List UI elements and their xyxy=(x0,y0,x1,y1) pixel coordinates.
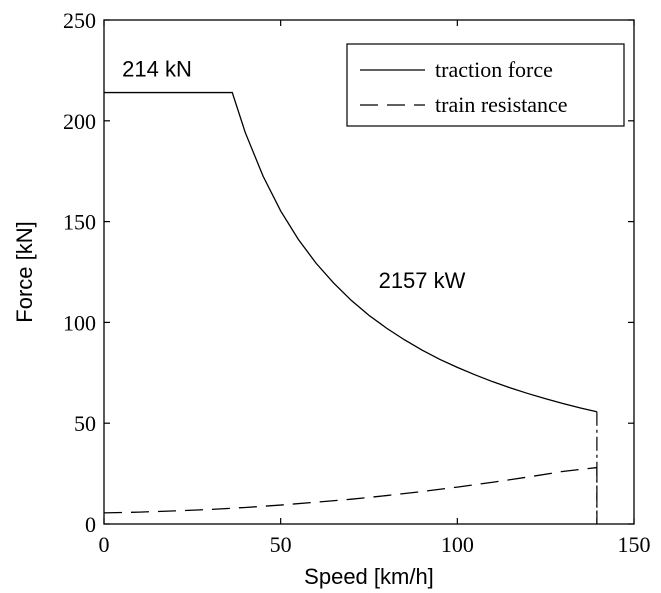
legend-entry-traction-force: traction force xyxy=(435,57,553,82)
x-tick-label: 150 xyxy=(618,532,651,557)
annotation-label: 214 kN xyxy=(122,56,192,81)
y-tick-label: 200 xyxy=(63,109,96,134)
x-tick-label: 100 xyxy=(441,532,474,557)
annotation-label: 2157 kW xyxy=(379,268,466,293)
y-axis-label: Force [kN] xyxy=(12,221,37,322)
x-axis-label: Speed [km/h] xyxy=(304,564,434,589)
x-tick-label: 0 xyxy=(99,532,110,557)
legend-entry-train-resistance: train resistance xyxy=(435,92,568,117)
y-tick-label: 50 xyxy=(74,411,96,436)
series-line-traction-force xyxy=(104,93,597,412)
series-layer xyxy=(104,93,597,524)
legend: traction force train resistance xyxy=(347,44,624,126)
y-tick-label: 100 xyxy=(63,310,96,335)
y-tick-label: 0 xyxy=(85,512,96,537)
x-tick-label: 50 xyxy=(270,532,292,557)
y-tick-label: 250 xyxy=(63,8,96,33)
y-tick-label: 150 xyxy=(63,210,96,235)
series-line-train-resistance xyxy=(104,468,597,513)
